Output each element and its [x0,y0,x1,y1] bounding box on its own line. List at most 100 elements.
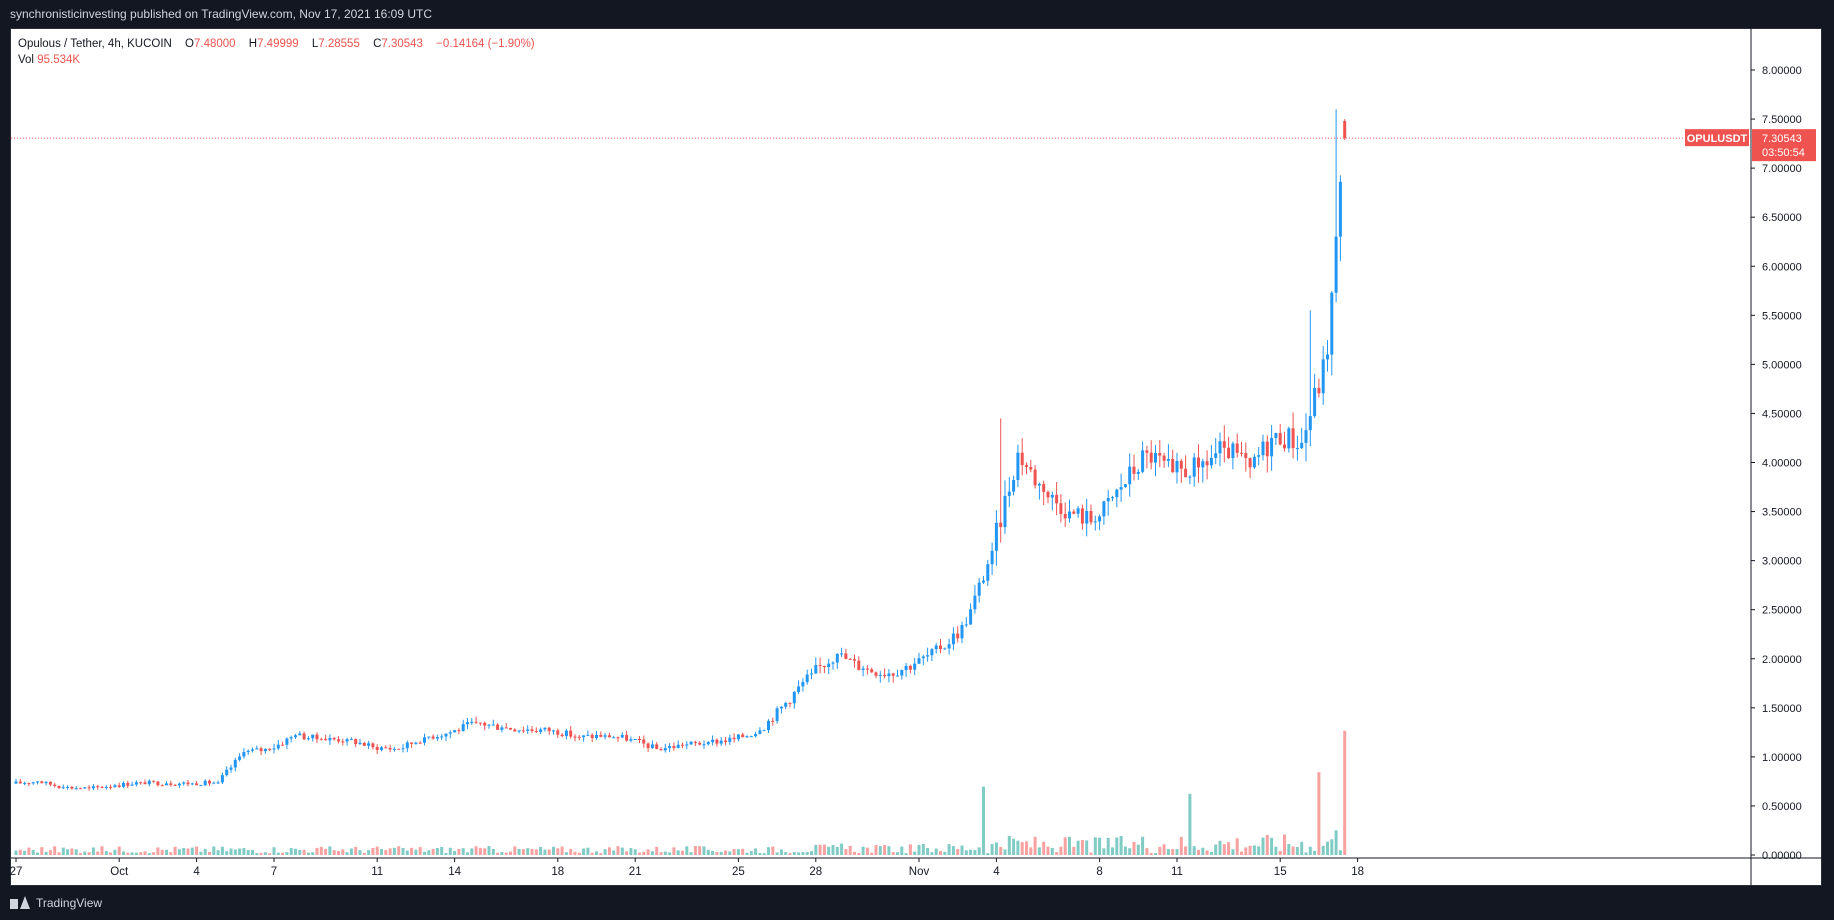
candle-body[interactable] [801,682,805,687]
candle-body[interactable] [771,720,775,722]
candle-body[interactable] [1231,443,1235,459]
candle-body[interactable] [478,722,482,724]
candle-body[interactable] [1261,441,1265,456]
candle-body[interactable] [552,730,555,732]
symbol-description[interactable]: Opulous / Tether, 4h, KUCOIN [18,38,172,50]
candle-body[interactable] [1317,387,1321,394]
candle-body[interactable] [165,783,168,786]
candle-body[interactable] [616,737,620,739]
candle-body[interactable] [857,660,861,670]
candle-body[interactable] [590,734,594,739]
candle-body[interactable] [190,783,194,785]
candle-body[interactable] [225,769,229,776]
candle-body[interactable] [487,724,491,726]
candle-body[interactable] [625,734,629,741]
candle-body[interactable] [1304,430,1308,443]
candle-body[interactable] [831,662,835,664]
candle-body[interactable] [982,580,985,583]
candle-body[interactable] [655,744,659,750]
candle-body[interactable] [152,780,156,782]
candle-body[interactable] [822,665,826,668]
candle-body[interactable] [711,739,715,743]
candle-body[interactable] [818,665,822,667]
candle-body[interactable] [1287,428,1291,449]
candle-body[interactable] [1007,491,1011,496]
candle-body[interactable] [1295,448,1299,450]
candle-body[interactable] [1063,513,1067,519]
candle-body[interactable] [1175,460,1179,473]
candle-body[interactable] [169,783,173,786]
candle-body[interactable] [53,784,57,786]
candle-body[interactable] [827,663,831,668]
candle-body[interactable] [977,582,981,596]
candle-body[interactable] [1240,452,1243,454]
candle-body[interactable] [147,780,151,785]
candle-body[interactable] [362,742,366,746]
candle-body[interactable] [1244,453,1248,459]
candle-body[interactable] [732,737,736,740]
candle-body[interactable] [779,706,783,709]
candle-body[interactable] [337,739,340,742]
candle-body[interactable] [693,741,697,743]
candle-body[interactable] [526,729,530,731]
candle-body[interactable] [1179,460,1183,469]
candle-body[interactable] [23,783,27,785]
candle-body[interactable] [491,724,495,726]
candle-body[interactable] [104,786,108,788]
candle-body[interactable] [40,781,44,784]
candle-body[interactable] [659,749,663,751]
candle-body[interactable] [1076,508,1080,514]
candle-body[interactable] [930,649,934,656]
candle-body[interactable] [1330,292,1334,355]
candle-body[interactable] [513,729,517,732]
candle-body[interactable] [788,702,792,704]
candle-body[interactable] [986,564,990,581]
candle-body[interactable] [646,743,650,749]
candle-body[interactable] [1016,452,1020,481]
candle-body[interactable] [371,743,375,748]
candle-body[interactable] [1162,455,1166,461]
candle-body[interactable] [126,782,130,786]
candle-body[interactable] [1072,511,1076,514]
candle-body[interactable] [113,785,117,788]
candle-body[interactable] [1046,491,1050,498]
candle-body[interactable] [900,670,904,676]
candle-body[interactable] [427,736,431,738]
candle-body[interactable] [569,730,573,737]
candle-body[interactable] [66,786,70,788]
candle-body[interactable] [775,708,779,721]
candle-body[interactable] [1334,236,1338,293]
candle-body[interactable] [547,727,551,732]
candle-body[interactable] [1154,453,1157,463]
candle-body[interactable] [14,781,18,784]
candle-body[interactable] [500,727,504,730]
candle-body[interactable] [177,783,181,786]
candle-body[interactable] [483,722,487,726]
candle-body[interactable] [754,733,758,737]
candle-body[interactable] [1102,501,1106,517]
candle-body[interactable] [681,744,684,746]
candle-body[interactable] [1119,487,1123,490]
candle-body[interactable] [384,747,388,749]
candle-body[interactable] [629,739,633,741]
candle-body[interactable] [943,648,947,650]
candle-body[interactable] [388,748,392,750]
candle-body[interactable] [268,748,272,750]
candle-body[interactable] [1068,511,1071,519]
candle-body[interactable] [315,734,319,740]
candle-body[interactable] [392,748,396,750]
candle-body[interactable] [332,737,336,740]
candle-body[interactable] [1098,516,1102,522]
candle-body[interactable] [233,759,237,768]
candle-body[interactable] [461,724,465,732]
candle-body[interactable] [534,731,538,733]
candle-body[interactable] [401,748,405,750]
candle-body[interactable] [496,724,500,730]
candle-body[interactable] [784,702,788,707]
candle-body[interactable] [57,785,61,789]
candle-body[interactable] [156,781,160,786]
candle-body[interactable] [1171,458,1175,473]
candle-body[interactable] [1188,476,1192,478]
candle-body[interactable] [36,781,39,783]
candle-body[interactable] [848,658,852,660]
